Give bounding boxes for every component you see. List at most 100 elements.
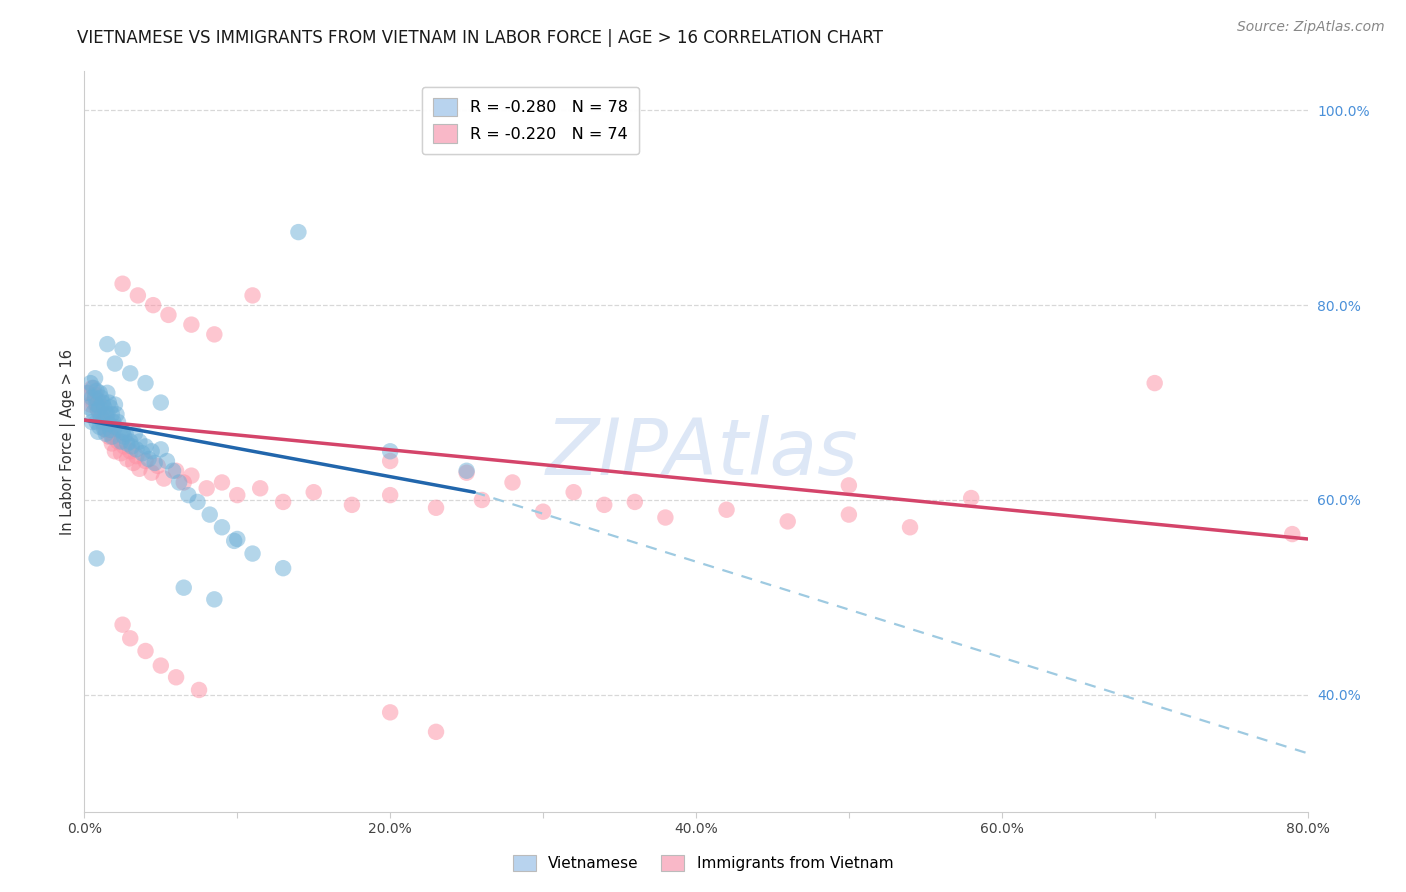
Point	[177, 488, 200, 502]
Point	[165, 464, 187, 478]
Point	[188, 682, 211, 697]
Point	[104, 444, 127, 458]
Point	[135, 644, 157, 658]
Point	[104, 420, 127, 434]
Point	[898, 520, 921, 534]
Point	[91, 395, 114, 409]
Point	[271, 561, 294, 575]
Point	[108, 423, 131, 437]
Point	[146, 458, 169, 473]
Point	[165, 670, 187, 684]
Point	[224, 533, 246, 548]
Point	[624, 495, 647, 509]
Point	[180, 318, 202, 332]
Point	[84, 391, 107, 405]
Point	[135, 376, 157, 390]
Point	[471, 493, 494, 508]
Point	[141, 466, 163, 480]
Point	[249, 481, 271, 495]
Point	[195, 481, 218, 495]
Point	[76, 385, 98, 400]
Point	[173, 581, 195, 595]
Point	[89, 401, 111, 415]
Point	[120, 444, 142, 458]
Point	[198, 508, 221, 522]
Point	[112, 439, 135, 453]
Point	[1281, 527, 1303, 541]
Point	[838, 508, 860, 522]
Point	[226, 532, 249, 546]
Point	[838, 478, 860, 492]
Point	[180, 468, 202, 483]
Point	[149, 442, 172, 457]
Point	[1143, 376, 1166, 390]
Point	[96, 337, 118, 351]
Point	[104, 398, 127, 412]
Point	[94, 423, 117, 437]
Point	[101, 436, 124, 450]
Point	[83, 405, 105, 419]
Point	[115, 436, 138, 450]
Point	[173, 475, 195, 490]
Point	[143, 456, 166, 470]
Point	[135, 439, 157, 453]
Point	[502, 475, 524, 490]
Text: Source: ZipAtlas.com: Source: ZipAtlas.com	[1237, 20, 1385, 34]
Point	[111, 342, 134, 356]
Point	[226, 488, 249, 502]
Point	[84, 388, 107, 402]
Point	[776, 515, 799, 529]
Point	[89, 407, 111, 421]
Point	[120, 367, 142, 381]
Point	[114, 426, 136, 441]
Point	[120, 434, 142, 449]
Point	[156, 454, 179, 468]
Point	[128, 462, 150, 476]
Point	[271, 495, 294, 509]
Point	[380, 488, 402, 502]
Point	[86, 551, 108, 566]
Point	[110, 434, 132, 449]
Point	[242, 547, 264, 561]
Point	[94, 426, 117, 441]
Point	[97, 395, 120, 409]
Point	[94, 407, 117, 421]
Point	[97, 417, 120, 431]
Point	[125, 449, 148, 463]
Point	[79, 398, 101, 412]
Point	[96, 407, 118, 421]
Point	[77, 385, 100, 400]
Point	[120, 632, 142, 646]
Point	[96, 415, 118, 429]
Point	[186, 495, 208, 509]
Point	[107, 415, 129, 429]
Point	[93, 401, 115, 415]
Point	[107, 434, 129, 449]
Point	[90, 410, 112, 425]
Point	[380, 706, 402, 720]
Point	[157, 308, 180, 322]
Point	[87, 393, 110, 408]
Point	[162, 464, 184, 478]
Point	[80, 381, 103, 395]
Point	[80, 415, 103, 429]
Point	[83, 395, 105, 409]
Point	[149, 658, 172, 673]
Point	[593, 498, 616, 512]
Point	[80, 391, 103, 405]
Point	[149, 395, 172, 409]
Point	[77, 401, 100, 415]
Point	[105, 407, 128, 421]
Point	[103, 415, 125, 429]
Legend: Vietnamese, Immigrants from Vietnam: Vietnamese, Immigrants from Vietnam	[506, 849, 900, 877]
Point	[115, 452, 138, 467]
Point	[103, 430, 125, 444]
Point	[112, 430, 135, 444]
Point	[86, 415, 108, 429]
Text: VIETNAMESE VS IMMIGRANTS FROM VIETNAM IN LABOR FORCE | AGE > 16 CORRELATION CHAR: VIETNAMESE VS IMMIGRANTS FROM VIETNAM IN…	[77, 29, 883, 46]
Legend: R = -0.280   N = 78, R = -0.220   N = 74: R = -0.280 N = 78, R = -0.220 N = 74	[422, 87, 640, 154]
Point	[138, 452, 160, 467]
Point	[101, 407, 124, 421]
Point	[96, 385, 118, 400]
Point	[86, 398, 108, 412]
